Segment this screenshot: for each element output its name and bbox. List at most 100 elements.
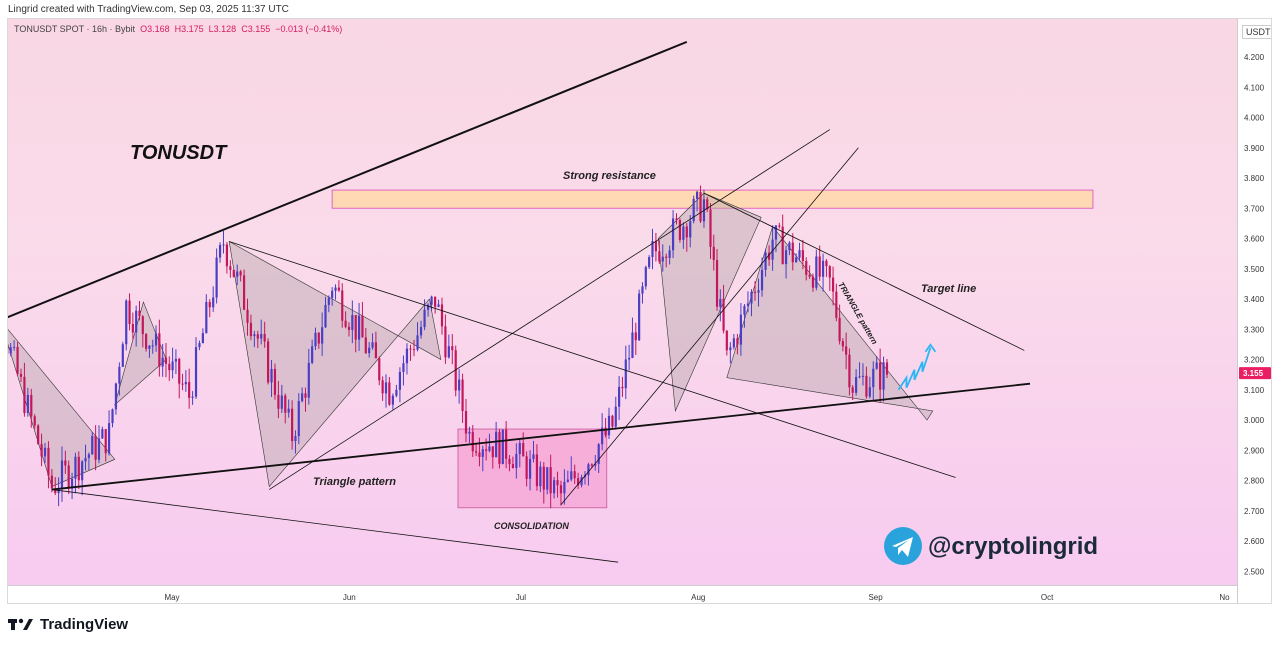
plot-area[interactable]: TONUSDT Strong resistance Triangle pattern…: [8, 19, 1237, 585]
candle-body: [287, 408, 290, 413]
candle-body: [495, 431, 498, 458]
candle-body: [344, 320, 347, 327]
resistance-zone: [331, 189, 1094, 209]
candle-body: [398, 371, 402, 390]
candle-body: [294, 436, 297, 442]
candle-body: [618, 386, 621, 407]
candle-body: [266, 341, 270, 383]
candle-body: [654, 241, 658, 252]
price-tick-label: 2.800: [1244, 477, 1265, 486]
candle-body: [215, 257, 218, 298]
candle-body: [381, 380, 384, 394]
candle-body: [815, 256, 818, 288]
candle-body: [753, 291, 757, 293]
candle-body: [451, 346, 454, 351]
candle-body: [511, 464, 515, 469]
time-tick-label: Jul: [516, 593, 526, 602]
candle-body: [148, 345, 151, 349]
candle-body: [229, 266, 232, 270]
candle-body: [253, 334, 256, 337]
lower-channel-line: [51, 489, 619, 563]
candle-body: [729, 347, 732, 351]
candle-body: [43, 447, 47, 457]
candle-body: [671, 218, 675, 251]
candle-body: [801, 250, 804, 261]
candle-body: [291, 408, 294, 442]
footer-brand: TradingView: [8, 616, 128, 633]
candle-body: [128, 300, 131, 325]
candle-body: [573, 471, 576, 479]
candle-body: [614, 406, 617, 427]
candle-body: [851, 387, 854, 393]
price-tick-label: 3.400: [1244, 295, 1265, 304]
candle-body: [327, 297, 330, 305]
candle-body: [597, 444, 600, 464]
candle-body: [675, 218, 678, 221]
price-tick-label: 4.100: [1244, 83, 1265, 92]
time-axis[interactable]: May Jun Jul Aug Sep Oct No: [8, 585, 1237, 603]
candle-body: [658, 251, 661, 262]
candle-body: [563, 481, 566, 494]
candle-body: [191, 396, 194, 398]
candle-body: [778, 225, 781, 227]
candle-body: [154, 333, 158, 346]
price-tick-label: 3.500: [1244, 265, 1265, 274]
candle-body: [491, 446, 494, 458]
candle-body: [580, 477, 583, 486]
candle-body: [872, 368, 875, 388]
candle-body: [651, 241, 654, 258]
candle-body: [178, 358, 181, 384]
candle-body: [405, 348, 409, 364]
candle-body: [464, 411, 468, 434]
legend-symbol: TONUSDT SPOT · 16h · Bybit: [14, 24, 136, 34]
candle-body: [67, 465, 70, 489]
candle-body: [174, 358, 178, 362]
candle-body: [33, 416, 36, 426]
candle-body: [552, 480, 556, 494]
target-line-label: Target line: [921, 283, 976, 295]
candle-body: [395, 389, 398, 396]
candle-body: [709, 209, 712, 247]
candle-body: [301, 393, 304, 402]
candle-body: [50, 475, 53, 489]
candle-body: [788, 242, 791, 251]
candle-body: [378, 358, 381, 381]
candle-body: [188, 381, 191, 398]
candle-body: [236, 271, 239, 277]
candle-body: [337, 287, 340, 291]
candle-body: [284, 395, 287, 413]
candle-body: [104, 429, 107, 454]
candle-body: [736, 338, 739, 345]
rising-channel-line: [560, 147, 859, 505]
lower-trend-line: [51, 382, 1031, 491]
candle-body: [87, 454, 90, 458]
last-price-badge: [1239, 367, 1271, 380]
legend-high: H3.175: [174, 24, 204, 34]
candle-body: [549, 467, 552, 494]
candle-body: [855, 376, 858, 393]
candle-body: [784, 250, 788, 265]
candle-body: [30, 394, 33, 417]
legend-low: L3.128: [208, 24, 237, 34]
candle-body: [198, 343, 201, 348]
candle-body: [84, 457, 87, 462]
candle-body: [307, 362, 310, 398]
candle-body: [97, 438, 101, 460]
price-axis[interactable]: USDT 4.200 4.100 4.000 3.900 3.800 3.700 3.600…: [1237, 19, 1271, 603]
candle-body: [454, 350, 457, 391]
candle-body: [444, 326, 447, 358]
candle-body: [402, 363, 405, 372]
candle-body: [249, 322, 253, 337]
candle-body: [324, 304, 327, 328]
candle-body: [624, 359, 627, 389]
candle-body: [468, 431, 471, 434]
consolidation-label: CONSOLIDATION: [494, 521, 569, 531]
price-tick-label: 2.600: [1244, 537, 1265, 546]
target-arrow: [897, 347, 932, 391]
candle-body: [818, 256, 821, 277]
candle-body: [743, 306, 746, 315]
chart-title: TONUSDT: [130, 142, 228, 164]
candle-body: [9, 347, 12, 354]
candle-body: [242, 275, 246, 310]
candle-body: [218, 244, 222, 258]
